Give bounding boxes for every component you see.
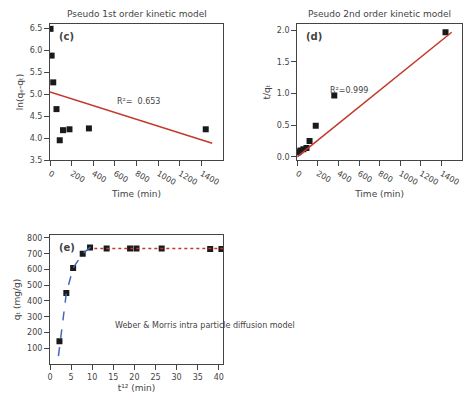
svg-text:15: 15 xyxy=(108,373,118,382)
svg-text:Time (min): Time (min) xyxy=(354,189,404,199)
svg-text:10: 10 xyxy=(87,373,97,382)
svg-text:600: 600 xyxy=(356,169,374,184)
svg-text:700: 700 xyxy=(27,250,42,259)
svg-text:4.0: 4.0 xyxy=(30,134,43,143)
svg-text:6.5: 6.5 xyxy=(30,24,43,33)
svg-text:3.5: 3.5 xyxy=(30,156,43,165)
svg-text:20: 20 xyxy=(129,373,139,382)
svg-text:800: 800 xyxy=(134,169,152,184)
svg-text:R²=0.999: R²=0.999 xyxy=(330,86,368,95)
svg-text:(c): (c) xyxy=(59,31,74,42)
svg-text:500: 500 xyxy=(27,281,42,290)
svg-text:200: 200 xyxy=(27,328,42,337)
svg-text:Time (min): Time (min) xyxy=(111,189,161,199)
svg-text:100: 100 xyxy=(27,344,42,353)
svg-text:300: 300 xyxy=(27,313,42,322)
svg-text:30: 30 xyxy=(172,373,182,382)
svg-text:600: 600 xyxy=(27,265,42,274)
svg-text:5.0: 5.0 xyxy=(30,90,43,99)
svg-text:600: 600 xyxy=(112,169,130,184)
svg-text:35: 35 xyxy=(193,373,203,382)
svg-text:(d): (d) xyxy=(306,31,322,42)
svg-text:1200: 1200 xyxy=(177,169,199,187)
svg-text:200: 200 xyxy=(315,169,333,184)
svg-text:4.5: 4.5 xyxy=(30,112,43,121)
svg-text:800: 800 xyxy=(27,234,42,243)
svg-text:40: 40 xyxy=(214,373,224,382)
svg-text:5: 5 xyxy=(69,373,74,382)
svg-text:400: 400 xyxy=(90,169,108,184)
svg-text:t/qₜ: t/qₜ xyxy=(262,84,272,99)
svg-text:200: 200 xyxy=(69,169,87,184)
svg-text:400: 400 xyxy=(27,297,42,306)
svg-text:1200: 1200 xyxy=(418,169,440,187)
svg-text:Pseudo 1st order kinetic model: Pseudo 1st order kinetic model xyxy=(67,9,207,19)
svg-text:1000: 1000 xyxy=(397,169,419,187)
svg-text:0.0: 0.0 xyxy=(277,153,290,162)
svg-text:t¹² (min): t¹² (min) xyxy=(118,383,156,393)
svg-text:qₜ (mg/g): qₜ (mg/g) xyxy=(12,279,22,320)
svg-text:Pseudo 2nd order kinetic model: Pseudo 2nd order kinetic model xyxy=(308,9,451,19)
svg-text:2.0: 2.0 xyxy=(277,26,290,35)
svg-text:0.5: 0.5 xyxy=(277,121,290,130)
svg-text:0: 0 xyxy=(47,373,52,382)
svg-text:R²= 0.653: R²= 0.653 xyxy=(117,97,160,106)
svg-text:25: 25 xyxy=(150,373,160,382)
svg-text:1.5: 1.5 xyxy=(277,58,290,67)
svg-text:ln(qₑ-qₜ): ln(qₑ-qₜ) xyxy=(15,74,25,110)
svg-text:400: 400 xyxy=(335,169,353,184)
svg-text:800: 800 xyxy=(377,169,395,184)
svg-text:0: 0 xyxy=(47,169,56,179)
svg-text:1400: 1400 xyxy=(438,169,460,187)
svg-text:0: 0 xyxy=(294,169,303,179)
svg-text:1000: 1000 xyxy=(155,169,177,187)
svg-text:6.0: 6.0 xyxy=(30,46,43,55)
svg-text:(e): (e) xyxy=(59,242,75,253)
svg-text:1400: 1400 xyxy=(198,169,220,187)
svg-text:1.0: 1.0 xyxy=(277,89,290,98)
svg-text:Weber & Morris intra particle: Weber & Morris intra particle diffusion … xyxy=(115,321,295,330)
svg-text:5.5: 5.5 xyxy=(30,68,43,77)
